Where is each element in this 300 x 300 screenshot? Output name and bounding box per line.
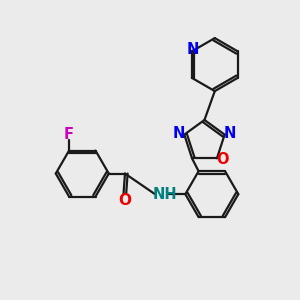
Text: N: N (173, 126, 185, 141)
Text: N: N (224, 126, 236, 141)
Text: O: O (216, 152, 229, 167)
Text: O: O (118, 193, 131, 208)
Text: NH: NH (152, 187, 177, 202)
Text: F: F (64, 127, 74, 142)
Text: N: N (187, 42, 200, 57)
